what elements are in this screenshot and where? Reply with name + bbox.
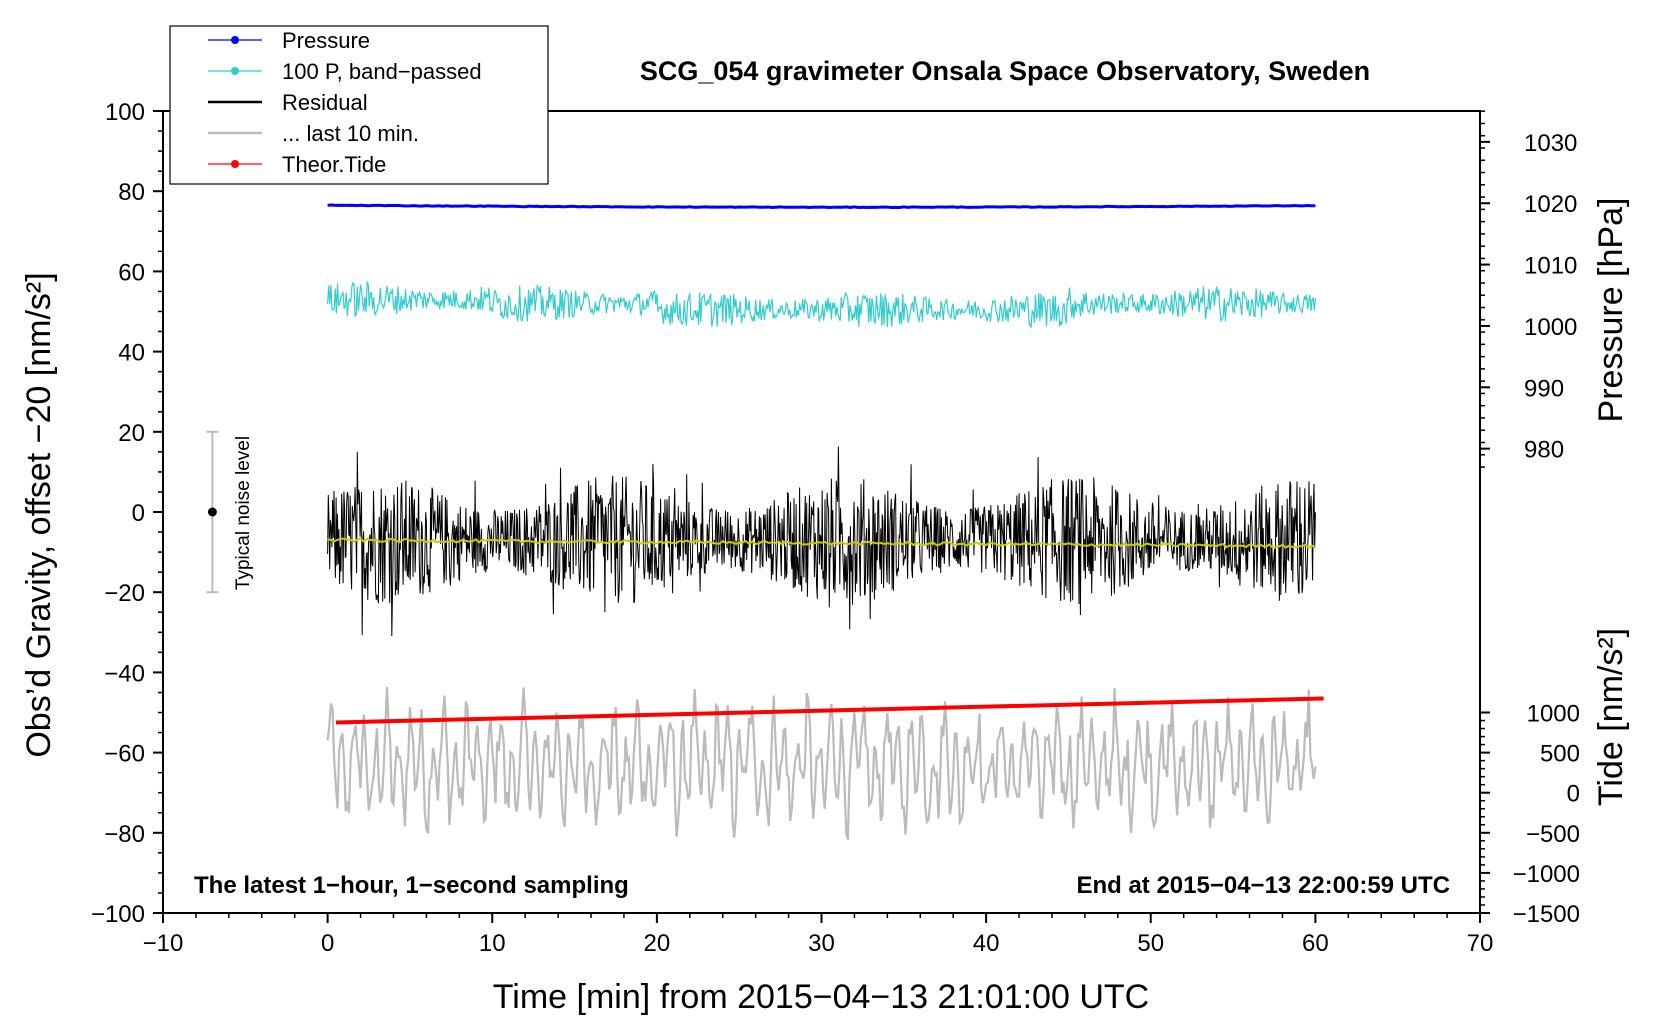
x-tick-label: 30 [808, 930, 835, 957]
x-axis-label: Time [min] from 2015−04−13 21:01:00 UTC [493, 978, 1149, 1016]
tide-tick-label: −1000 [1513, 861, 1580, 888]
x-tick-label: 70 [1467, 930, 1494, 957]
series-layer [326, 203, 1324, 840]
series-pressure [327, 203, 1316, 210]
pressure-tick-label: 980 [1524, 437, 1564, 464]
legend-box [169, 25, 549, 185]
series-theor-tide [335, 696, 1324, 725]
series-residual-smoothed [327, 537, 1316, 549]
legend-label: 100 P, band−passed [282, 59, 482, 84]
y-axis-label-pressure: Pressure [hPa] [1592, 198, 1630, 423]
noise-bar [206, 430, 219, 594]
axes-layer: −10 0 10 20 30 40 50 60 70100806040200−20−40−60−… [91, 99, 1580, 957]
x-tick-label: 60 [1302, 930, 1329, 957]
chart-title: SCG_054 gravimeter Onsala Space Observat… [640, 56, 1370, 86]
x-tick-label: −10 [143, 930, 184, 957]
x-tick-label: 50 [1137, 930, 1164, 957]
y-tick-label: −60 [104, 741, 145, 768]
annotation-sampling: The latest 1−hour, 1−second sampling [194, 872, 629, 899]
noise-bar-center-dot [207, 507, 217, 517]
pressure-tick-label: 990 [1524, 375, 1564, 402]
x-tick-label: 10 [479, 930, 506, 957]
y-tick-label: 60 [118, 259, 145, 286]
y-tick-label: 80 [118, 179, 145, 206]
y-tick-label: 100 [105, 99, 145, 126]
legend-label: Residual [282, 90, 368, 115]
legend-label: ... last 10 min. [282, 121, 419, 146]
pressure-tick-label: 1000 [1524, 314, 1577, 341]
x-tick-label: 40 [973, 930, 1000, 957]
tide-tick-label: 0 [1567, 781, 1580, 808]
y-tick-label: −80 [104, 821, 145, 848]
pressure-tick-label: 1030 [1524, 130, 1577, 157]
y-axis-label-tide: Tide [nm/s²] [1592, 628, 1630, 806]
legend-marker [231, 36, 239, 44]
legend-label: Theor.Tide [282, 152, 386, 177]
y-tick-label: 40 [118, 340, 145, 367]
y-tick-label: −40 [104, 660, 145, 687]
series-last-10-min [326, 686, 1317, 840]
y-axis-label-left: Obs’d Gravity, offset −20 [nm/s²] [20, 272, 58, 757]
legend-label: Pressure [282, 28, 370, 53]
annotation-end-time: End at 2015−04−13 22:00:59 UTC [1076, 872, 1450, 899]
legend-marker [231, 67, 239, 75]
tide-tick-label: −1500 [1513, 901, 1580, 928]
x-tick-label: 0 [321, 930, 334, 957]
y-tick-label: 20 [118, 420, 145, 447]
series-residual [327, 446, 1316, 637]
series-band-passed [327, 280, 1316, 329]
tide-tick-label: 500 [1540, 741, 1580, 768]
y-tick-label: −20 [104, 580, 145, 607]
tide-tick-label: −500 [1526, 821, 1580, 848]
y-tick-label: 0 [132, 500, 145, 527]
pressure-tick-label: 1010 [1524, 253, 1577, 280]
tide-tick-label: 1000 [1527, 701, 1580, 728]
pressure-tick-label: 1020 [1524, 191, 1577, 218]
noise-label: Typical noise level [233, 436, 254, 590]
x-tick-label: 20 [644, 930, 671, 957]
legend: Pressure 100 P, band−passed Residual ... la… [169, 25, 549, 185]
legend-marker [231, 160, 239, 168]
y-tick-label: −100 [91, 901, 145, 928]
